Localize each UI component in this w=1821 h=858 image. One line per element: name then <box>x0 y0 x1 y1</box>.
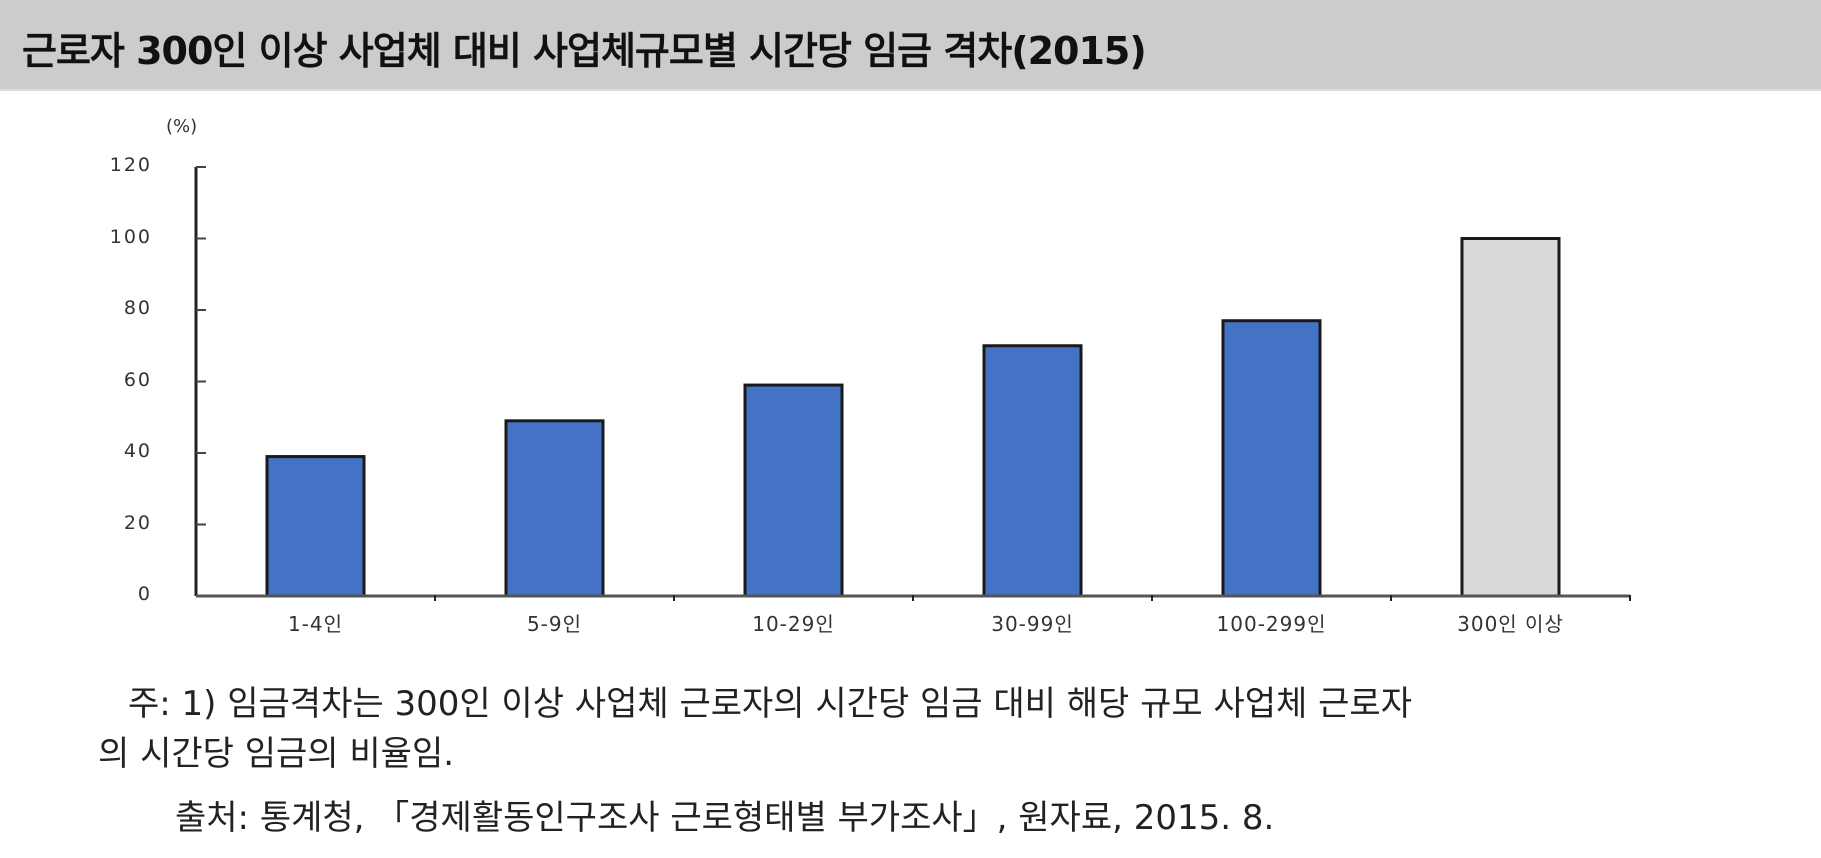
bar-3 <box>743 383 844 598</box>
footnote-line-1: 주: 1) 임금격차는 300인 이상 사업체 근로자의 시간당 임금 대비 해… <box>128 684 1412 724</box>
y-tick-label: 100 <box>109 225 152 248</box>
bar-1 <box>265 455 366 598</box>
y-tick-label: 120 <box>109 154 152 176</box>
footnote-line-2: 의 시간당 임금의 비율임. <box>98 734 455 774</box>
bar-4 <box>982 344 1083 598</box>
x-tick-label: 100-299인 <box>1216 612 1327 636</box>
bar-2 <box>504 419 605 598</box>
y-tick-label: 0 <box>137 583 152 605</box>
chart-title: 근로자 300인 이상 사업체 대비 사업체규모별 시간당 임금 격차(2015… <box>22 29 1147 73</box>
bar-6 <box>1460 237 1561 598</box>
x-tick-label: 300인 이상 <box>1457 612 1564 636</box>
y-tick-label: 60 <box>123 368 152 391</box>
y-axis-unit: (%) <box>166 116 198 137</box>
y-tick-label: 20 <box>123 511 152 534</box>
x-tick-label: 5-9인 <box>526 612 583 636</box>
title-band: 근로자 300인 이상 사업체 대비 사업체규모별 시간당 임금 격차(2015… <box>0 0 1821 91</box>
x-tick-label: 10-29인 <box>752 612 835 636</box>
x-tick-label: 30-99인 <box>991 612 1074 636</box>
x-tick-label: 1-4인 <box>287 612 344 636</box>
source-note: 출처: 통계청, 「경제활동인구조사 근로형태별 부가조사」, 원자료, 201… <box>175 798 1275 838</box>
bar-5 <box>1221 319 1322 598</box>
y-tick-label: 80 <box>123 297 152 319</box>
y-tick-label: 40 <box>123 440 152 462</box>
